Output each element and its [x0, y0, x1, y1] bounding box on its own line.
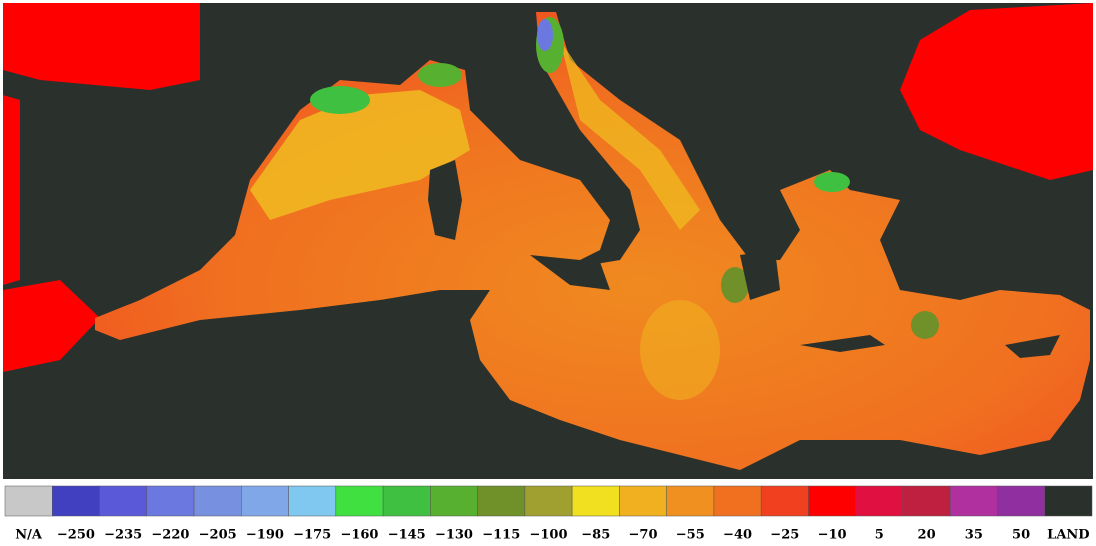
legend-swatch [761, 486, 808, 516]
legend-label: −235 [104, 528, 142, 543]
legend-swatch [903, 486, 950, 516]
legend-swatch [383, 486, 430, 516]
legend-label: N/A [15, 528, 43, 543]
legend-swatch [572, 486, 619, 516]
map [3, 3, 1093, 479]
blue-patch [537, 19, 553, 51]
legend-swatch [336, 486, 383, 516]
legend-swatch [667, 486, 714, 516]
green-patch [418, 63, 462, 87]
legend-label: −100 [529, 528, 567, 543]
legend-swatch [147, 486, 194, 516]
legend-label: −55 [676, 528, 705, 543]
legend-label: −145 [388, 528, 426, 543]
legend-label: −85 [581, 528, 610, 543]
legend-label: 5 [875, 528, 884, 543]
red-region [3, 3, 200, 90]
legend-label: −40 [723, 528, 752, 543]
legend-label: −10 [818, 528, 847, 543]
legend-label: −190 [246, 528, 284, 543]
legend-swatch [856, 486, 903, 516]
legend-swatch [1045, 486, 1092, 516]
legend-label: −205 [199, 528, 237, 543]
legend-label: −25 [770, 528, 799, 543]
legend-swatch [194, 486, 241, 516]
legend-swatch [289, 486, 336, 516]
legend-swatch [241, 486, 288, 516]
legend-label: 35 [965, 528, 983, 543]
legend-label: −115 [482, 528, 520, 543]
legend-swatch [714, 486, 761, 516]
red-region [3, 95, 20, 285]
legend: N/A−250−235−220−205−190−175−160−145−130−… [5, 486, 1092, 543]
legend-swatch [525, 486, 572, 516]
legend-swatch [5, 486, 52, 516]
legend-swatch [100, 486, 147, 516]
legend-label: −175 [293, 528, 331, 543]
legend-swatch [950, 486, 997, 516]
legend-swatch [619, 486, 666, 516]
legend-label: −160 [340, 528, 378, 543]
legend-swatch [997, 486, 1044, 516]
legend-label: −70 [629, 528, 658, 543]
legend-swatch [430, 486, 477, 516]
legend-label: 20 [918, 528, 936, 543]
yellow-zone [640, 300, 720, 400]
page: N/A−250−235−220−205−190−175−160−145−130−… [0, 0, 1096, 546]
legend-label: 50 [1012, 528, 1030, 543]
green-patch [814, 172, 850, 192]
legend-swatch [478, 486, 525, 516]
legend-label: −130 [435, 528, 473, 543]
legend-label: LAND [1047, 528, 1089, 543]
green-patch [911, 311, 939, 339]
legend-label: −220 [151, 528, 189, 543]
map-figure: N/A−250−235−220−205−190−175−160−145−130−… [0, 0, 1096, 546]
green-patch [310, 86, 370, 114]
legend-swatch [52, 486, 99, 516]
legend-label: −250 [57, 528, 95, 543]
legend-swatch [808, 486, 855, 516]
